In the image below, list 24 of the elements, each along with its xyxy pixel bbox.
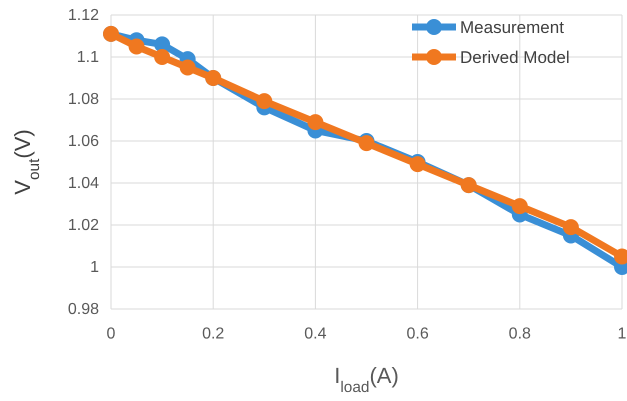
x-tick-label: 0.8 [508, 325, 532, 342]
x-tick-label: 0 [106, 325, 116, 342]
y-tick-label: 1.02 [68, 217, 100, 234]
legend-label: Measurement [460, 18, 564, 37]
y-tick-label: 0.98 [68, 301, 100, 318]
point [512, 198, 528, 214]
point [154, 49, 170, 65]
legend-label: Derived Model [460, 48, 570, 67]
x-axis-title: I$_{load}$(A) [334, 363, 399, 396]
y-tick-label: 1 [90, 259, 100, 276]
point [180, 60, 196, 76]
x-tick-label: 1 [618, 325, 627, 342]
x-tick-label: 0.6 [406, 325, 429, 342]
x-tick-label: 0.4 [304, 325, 327, 342]
y-tick-label: 1.08 [68, 91, 100, 108]
point [256, 93, 272, 110]
point [562, 219, 579, 236]
point [307, 114, 324, 130]
y-tick-label: 1.06 [68, 133, 100, 150]
y-tick-label: 1.04 [68, 175, 100, 192]
y-tick-label: 1.1 [76, 49, 100, 66]
y-tick-label: 1.12 [68, 7, 100, 24]
x-tick-label: 0.2 [202, 325, 224, 342]
point [128, 38, 145, 54]
